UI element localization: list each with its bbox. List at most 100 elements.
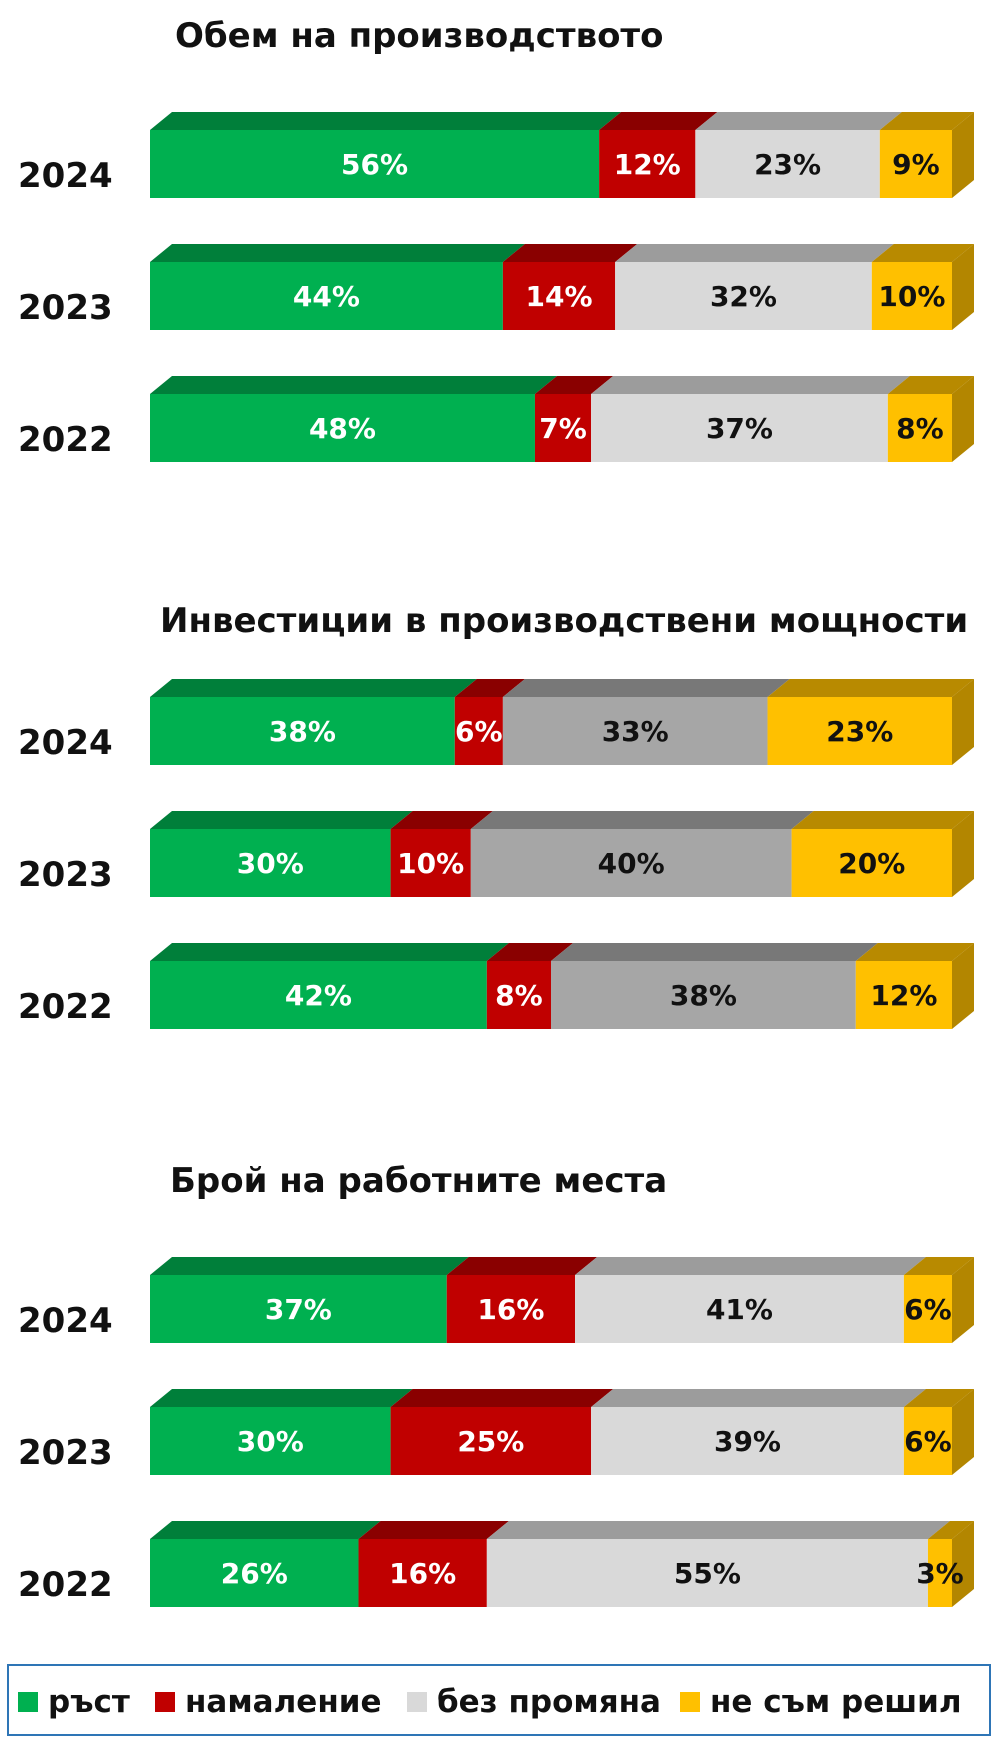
year-label: 2022: [18, 1565, 113, 1605]
bar-segment-decrease: [358, 1539, 487, 1607]
bar-side-undecided: [952, 811, 974, 897]
bar-top-undecided: [855, 943, 974, 961]
data-label-undecided: 10%: [878, 280, 945, 313]
bar-top-no-change: [551, 943, 878, 961]
legend-border: [7, 1664, 991, 1736]
data-label-no-change: 37%: [706, 412, 773, 445]
chart-1-title: Обем на производството: [175, 16, 664, 56]
data-label-growth: 30%: [237, 1425, 304, 1458]
bar-top-no-change: [615, 244, 894, 262]
legend-label: ръст: [48, 1684, 130, 1720]
bar-top-no-change: [575, 1257, 926, 1275]
bar-top-undecided: [871, 244, 974, 262]
data-label-no-change: 39%: [714, 1425, 781, 1458]
data-label-no-change: 40%: [598, 847, 665, 880]
bar-segment-no-change: [695, 130, 880, 198]
bar-top-decrease: [454, 679, 525, 697]
data-label-decrease: 7%: [539, 412, 587, 445]
bar-top-undecided: [903, 1389, 974, 1407]
bar-top-decrease: [390, 811, 493, 829]
bar-segment-decrease: [454, 697, 503, 765]
data-label-growth: 56%: [341, 148, 408, 181]
charts-layer: Обем на производството 2024 56% 12% 23% 9% 202…: [18, 16, 974, 1607]
bar-top-growth: [150, 1521, 381, 1539]
bar-top-growth: [150, 943, 509, 961]
bar-side-undecided: [952, 1389, 974, 1475]
bar-segment-decrease: [390, 1407, 592, 1475]
data-label-undecided: 23%: [826, 715, 893, 748]
year-label: 2022: [18, 420, 113, 460]
bar-top-growth: [150, 376, 557, 394]
data-label-growth: 30%: [237, 847, 304, 880]
data-label-no-change: 38%: [670, 979, 737, 1012]
bar-segment-undecided: [791, 829, 952, 897]
year-label: 2023: [18, 1433, 113, 1473]
data-label-undecided: 6%: [904, 1293, 952, 1326]
bar-segment-decrease: [390, 829, 471, 897]
bar-side-undecided: [952, 112, 974, 198]
bar-top-decrease: [358, 1521, 509, 1539]
data-label-decrease: 14%: [526, 280, 593, 313]
bar-top-growth: [150, 1257, 469, 1275]
bar-segment-growth: [150, 1275, 447, 1343]
data-label-growth: 42%: [285, 979, 352, 1012]
legend-swatch: [407, 1692, 427, 1712]
bar-top-growth: [150, 679, 477, 697]
bar-segment-decrease: [446, 1275, 576, 1343]
bar-segment-growth: [150, 130, 600, 198]
bar-segment-undecided: [903, 1407, 952, 1475]
bar-segment-no-change: [551, 961, 856, 1029]
bar-segment-no-change: [502, 697, 768, 765]
bar-top-growth: [150, 1389, 413, 1407]
data-label-growth: 26%: [221, 1557, 288, 1590]
year-label: 2023: [18, 288, 113, 328]
bar-segment-growth: [150, 697, 455, 765]
bar-segment-growth: [150, 1539, 359, 1607]
bar-top-undecided: [879, 112, 974, 130]
bar-top-decrease: [446, 1257, 598, 1275]
data-label-growth: 48%: [309, 412, 376, 445]
data-label-no-change: 55%: [674, 1557, 741, 1590]
bar-segment-decrease: [502, 262, 616, 330]
data-label-undecided: 3%: [916, 1557, 964, 1590]
bar-top-undecided: [767, 679, 974, 697]
data-label-decrease: 12%: [614, 148, 681, 181]
legend-label: без промяна: [437, 1684, 661, 1720]
year-label: 2023: [18, 855, 113, 895]
year-label: 2024: [18, 156, 113, 196]
bar-side-undecided: [952, 943, 974, 1029]
bar-segment-growth: [150, 1407, 391, 1475]
legend: ръст намаление без промяна не съм решил: [7, 1664, 991, 1736]
data-label-undecided: 6%: [904, 1425, 952, 1458]
year-label: 2022: [18, 987, 113, 1027]
bar-side-undecided: [952, 1257, 974, 1343]
bar-segment-undecided: [927, 1539, 952, 1607]
bar-top-growth: [150, 112, 622, 130]
bar-top-decrease: [534, 376, 614, 394]
data-label-growth: 37%: [265, 1293, 332, 1326]
data-label-decrease: 6%: [455, 715, 503, 748]
bar-side-undecided: [952, 1521, 974, 1607]
chart-2-title: Инвестиции в производствени мощности: [160, 601, 968, 641]
data-label-decrease: 16%: [389, 1557, 456, 1590]
bar-top-growth: [150, 811, 413, 829]
data-label-growth: 44%: [293, 280, 360, 313]
bar-side-undecided: [952, 244, 974, 330]
bar-segment-no-change: [575, 1275, 904, 1343]
year-label: 2024: [18, 723, 113, 763]
data-label-undecided: 12%: [870, 979, 937, 1012]
bar-top-undecided: [887, 376, 974, 394]
bar-segment-decrease: [534, 394, 592, 462]
bar-segment-decrease: [486, 961, 551, 1029]
data-label-decrease: 25%: [457, 1425, 524, 1458]
data-label-undecided: 20%: [838, 847, 905, 880]
bar-segment-growth: [150, 829, 391, 897]
legend-swatch: [18, 1692, 38, 1712]
bar-top-undecided: [791, 811, 974, 829]
bar-top-decrease: [599, 112, 718, 130]
bar-segment-decrease: [599, 130, 696, 198]
bar-top-decrease: [390, 1389, 614, 1407]
bar-segment-growth: [150, 394, 535, 462]
bar-segment-undecided: [887, 394, 952, 462]
